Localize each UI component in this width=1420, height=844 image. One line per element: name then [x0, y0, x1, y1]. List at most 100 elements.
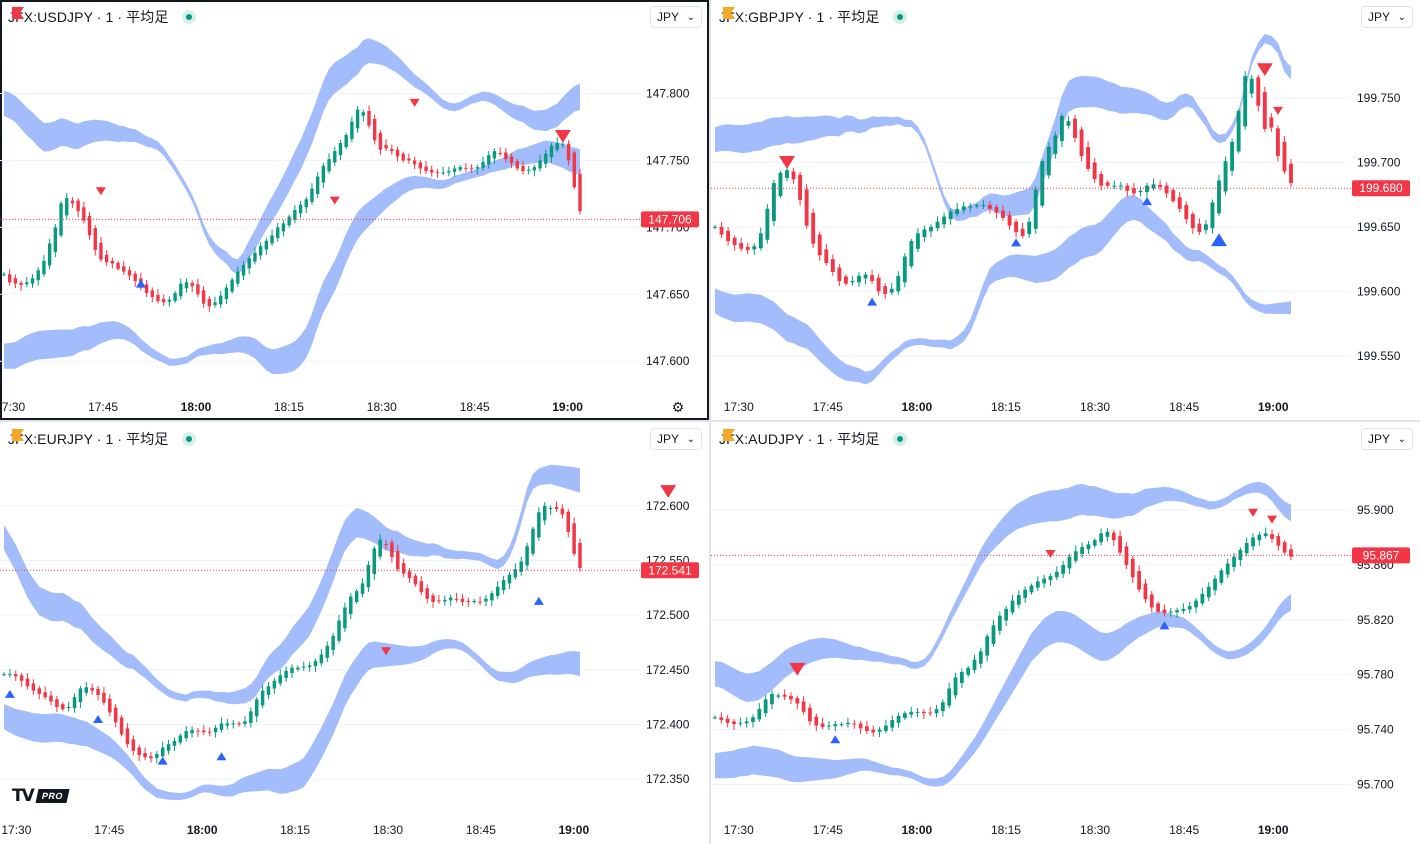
- candle: [1066, 115, 1071, 129]
- candle: [789, 692, 793, 705]
- candle-body: [974, 204, 979, 207]
- legend-eurjpy[interactable]: JFX:EURJPY · 1 · 平均足: [8, 429, 197, 449]
- candle-body: [820, 723, 825, 727]
- tradingview-logo[interactable]: TV PRO: [12, 786, 70, 806]
- chart-plot-eurjpy[interactable]: 172.600172.550172.500172.450172.400172.3…: [0, 422, 709, 844]
- candle-body: [1257, 534, 1262, 541]
- y-axis[interactable]: 172.600172.550172.500172.450172.400172.3…: [641, 499, 699, 786]
- candle-body: [150, 290, 154, 297]
- candle-body: [814, 716, 819, 726]
- legend-audjpy[interactable]: JFX:AUDJPY · 1 · 平均足: [719, 429, 908, 449]
- legend-usdjpy[interactable]: JFX:USDJPY · 1 · 平均足: [8, 7, 197, 27]
- candle: [871, 725, 876, 737]
- symbol-title[interactable]: JFX:GBPJPY · 1 · 平均足: [719, 9, 880, 25]
- candle-body: [713, 717, 717, 719]
- flag-icon[interactable]: [12, 429, 24, 441]
- market-open-icon: [893, 10, 908, 24]
- candles: [713, 527, 1293, 738]
- x-axis[interactable]: 17:30 17:45 18:00 18:15 18:30 18:45 19:00: [0, 400, 583, 414]
- candle: [447, 166, 451, 177]
- candle: [337, 614, 341, 644]
- candle-body: [572, 523, 576, 554]
- upper-band: [4, 38, 580, 275]
- currency-button[interactable]: JPY ⌄: [650, 6, 702, 28]
- candle-body: [2, 274, 6, 276]
- candle-body: [531, 528, 535, 554]
- candles: [2, 501, 582, 764]
- candle: [76, 198, 80, 218]
- currency-button[interactable]: JPY ⌄: [1361, 6, 1413, 28]
- candle: [1027, 217, 1032, 238]
- candle-body: [247, 258, 251, 269]
- candle-body: [484, 598, 488, 602]
- candle: [55, 695, 59, 713]
- candle-body: [167, 299, 172, 302]
- x-tick-label: 18:30: [367, 400, 397, 414]
- y-axis[interactable]: 147.800147.750147.700147.650147.600147.7…: [641, 87, 699, 369]
- candle: [435, 168, 440, 178]
- chart-pane-gbpjpy[interactable]: 199.750 199.700 199.650 199.600 199.550 199.6…: [711, 0, 1420, 420]
- candle-body: [1099, 533, 1103, 543]
- candle: [1125, 183, 1130, 197]
- candle-body: [390, 542, 394, 558]
- candle-body: [801, 701, 806, 712]
- flag-icon[interactable]: [12, 7, 24, 19]
- candle-body: [1175, 610, 1179, 613]
- buy-signal-icon: [830, 735, 841, 744]
- settings-gear-icon[interactable]: ⚙: [671, 398, 685, 415]
- candle-body: [454, 598, 459, 600]
- candle: [278, 669, 282, 687]
- legend-gbpjpy[interactable]: JFX:GBPJPY · 1 · 平均足: [719, 7, 908, 27]
- candle: [903, 711, 907, 721]
- candle-body: [1276, 536, 1281, 546]
- y-axis[interactable]: 199.750 199.700 199.650 199.600 199.550 199.6…: [1352, 91, 1410, 363]
- candle: [1177, 192, 1182, 213]
- candle-body: [435, 171, 440, 173]
- chart-plot-gbpjpy[interactable]: 199.750 199.700 199.650 199.600 199.550 199.6…: [711, 0, 1420, 420]
- x-axis[interactable]: 17:30 17:45 18:00 18:15 18:30 18:45 19:00: [724, 823, 1289, 837]
- candle: [395, 146, 400, 162]
- currency-button[interactable]: JPY ⌄: [1361, 428, 1413, 450]
- candle: [850, 276, 855, 286]
- candle-body: [65, 197, 69, 216]
- currency-button[interactable]: JPY ⌄: [650, 428, 702, 450]
- candle-body: [190, 729, 194, 734]
- candle-body: [501, 580, 506, 590]
- candle-body: [719, 717, 724, 721]
- chart-pane-eurjpy[interactable]: 172.600 172.550 172.500 172.450 172.400 172.3…: [0, 422, 709, 844]
- chart-pane-usdjpy[interactable]: 147.800 147.750 147.700 147.650 147.600 147.7…: [0, 0, 709, 420]
- symbol-title[interactable]: JFX:AUDJPY · 1 · 平均足: [719, 431, 880, 447]
- candle: [922, 709, 926, 720]
- x-axis[interactable]: 17:30 17:45 18:00 18:15 18:30 18:45 19:00: [724, 400, 1289, 414]
- chart-plot-audjpy[interactable]: 95.90095.86095.82095.78095.74095.70095.8…: [711, 422, 1420, 844]
- candle-body: [53, 227, 58, 253]
- candle-body: [156, 294, 160, 301]
- candle: [974, 202, 979, 209]
- symbol-title[interactable]: JFX:EURJPY · 1 · 平均足: [8, 431, 169, 447]
- symbol-title[interactable]: JFX:USDJPY · 1 · 平均足: [8, 9, 169, 25]
- candle-body: [726, 230, 731, 242]
- candle: [458, 165, 462, 172]
- candle: [801, 696, 806, 715]
- candle-body: [264, 240, 269, 250]
- chart-pane-audjpy[interactable]: 95.900 95.860 95.820 95.780 95.740 95.700 95.8…: [711, 422, 1420, 844]
- candle: [378, 534, 382, 560]
- candle-body: [978, 651, 983, 664]
- candle: [8, 669, 12, 678]
- x-axis[interactable]: 17:30 17:45 18:00 18:15 18:30 18:45 19:00: [1, 823, 589, 837]
- market-open-icon: [182, 10, 197, 24]
- candle-body: [1217, 180, 1221, 214]
- candle-body: [349, 596, 353, 615]
- candle-body: [237, 723, 241, 725]
- sell-signal-icon: [1045, 549, 1056, 558]
- candle-body: [207, 731, 212, 733]
- candle: [59, 201, 63, 238]
- candle: [1131, 182, 1136, 197]
- y-axis[interactable]: 95.90095.86095.82095.78095.74095.70095.8…: [1352, 503, 1410, 792]
- candle-body: [1079, 129, 1084, 156]
- chart-plot-usdjpy[interactable]: 147.800147.750147.700147.650147.600147.7…: [0, 0, 709, 420]
- candle-body: [966, 667, 971, 675]
- candle-body: [236, 271, 240, 284]
- flag-icon[interactable]: [723, 7, 735, 19]
- flag-icon[interactable]: [723, 429, 735, 441]
